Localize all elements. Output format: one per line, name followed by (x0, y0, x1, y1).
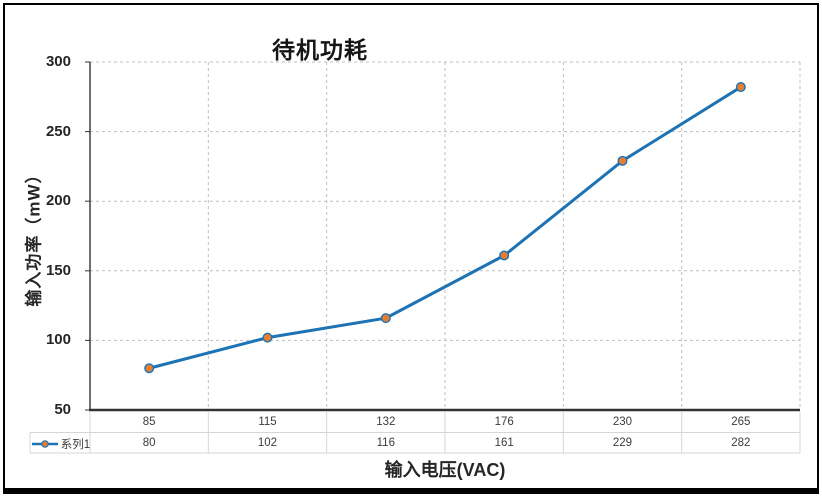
y-tick-label: 200 (45, 192, 71, 210)
y-tick-label: 50 (54, 401, 71, 418)
chart-title: 待机功耗 (272, 37, 368, 63)
chart-frame: 待机功耗 输入功率（mW） 输入电压(VAC) 300 250 200 150 100 5… (3, 3, 819, 494)
series-line-marker-icon (31, 439, 58, 448)
chart-stage: 待机功耗 输入功率（mW） 输入电压(VAC) 300 250 200 150 100 5… (5, 5, 815, 486)
x-axis-title: 输入电压(VAC) (384, 460, 506, 480)
table-value-cell: 282 (731, 437, 751, 449)
y-tick-label: 150 (45, 261, 71, 279)
table-category-cell: 85 (142, 416, 156, 428)
plot-area (29, 61, 801, 454)
y-tick-label: 100 (45, 331, 71, 349)
table-value-cell: 102 (257, 437, 278, 449)
table-value-cell: 229 (612, 437, 633, 449)
data-point-marker (262, 332, 273, 343)
table-value-cell: 161 (494, 437, 514, 449)
legend-key: 系列1 (31, 434, 91, 453)
table-category-cell: 230 (612, 416, 633, 428)
table-category-cell: 132 (376, 416, 396, 428)
data-point-marker (380, 313, 391, 324)
table-category-cell: 265 (731, 416, 751, 428)
data-point-marker (144, 363, 155, 374)
table-value-cell: 116 (376, 437, 395, 449)
data-point-marker (499, 250, 510, 261)
data-point-marker (617, 155, 628, 166)
y-tick-label: 250 (45, 122, 71, 140)
y-tick-label: 300 (45, 53, 71, 70)
data-point-marker (735, 82, 746, 93)
table-value-cell: 80 (142, 437, 156, 449)
table-category-cell: 176 (494, 416, 514, 428)
series-line (147, 85, 743, 370)
legend-series-label: 系列1 (60, 438, 91, 451)
table-category-cell: 115 (258, 416, 277, 428)
y-axis-title: 输入功率（mW） (24, 165, 44, 307)
